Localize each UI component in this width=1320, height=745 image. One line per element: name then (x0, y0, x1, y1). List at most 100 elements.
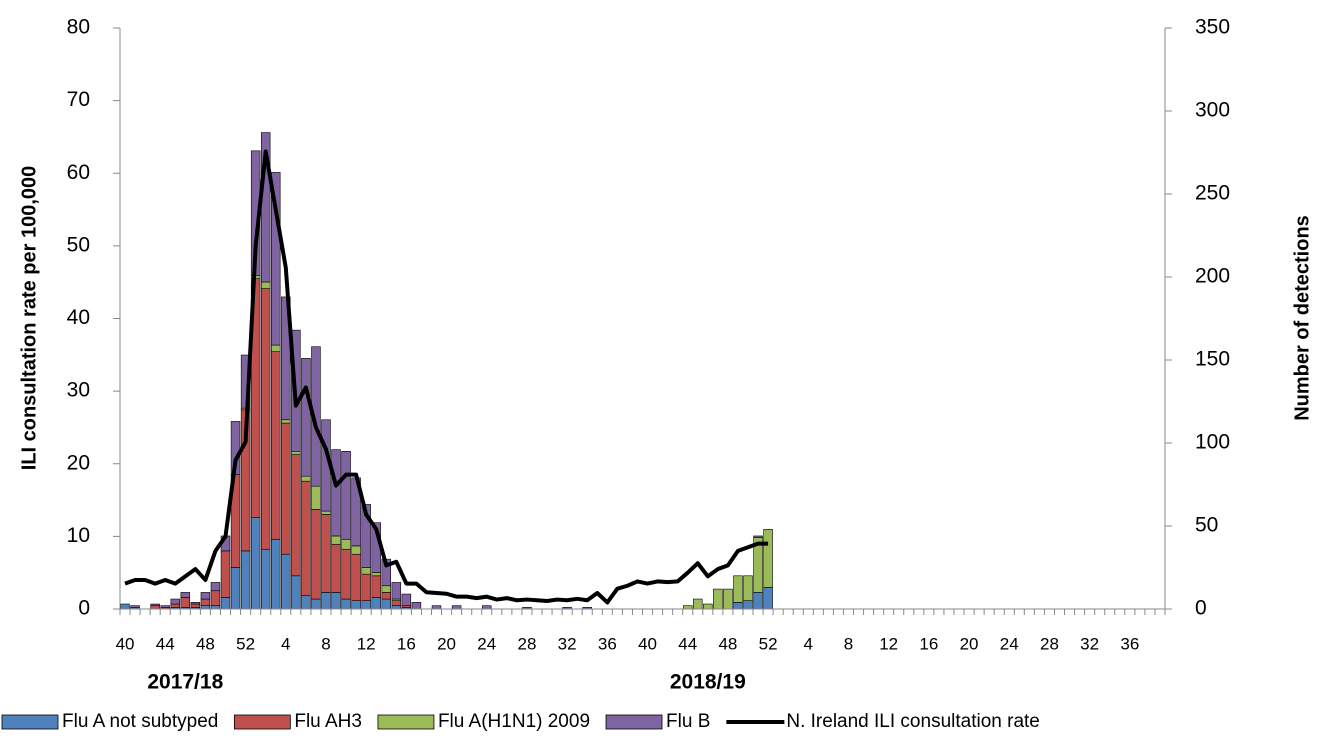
y-tick-label: 20 (67, 451, 90, 474)
y-tick-label: 40 (67, 306, 90, 329)
x-tick-label: 8 (321, 634, 330, 653)
legend-label: Flu A(H1N1) 2009 (438, 711, 590, 732)
bar (381, 585, 391, 593)
bar (331, 543, 341, 593)
y-tick-label: 80 (67, 16, 90, 39)
bar (291, 450, 301, 455)
bar (331, 449, 341, 537)
season-label: 2017/18 (147, 671, 223, 694)
y-tick-label: 30 (67, 379, 90, 402)
x-tick-label: 4 (281, 634, 290, 653)
legend-swatch (377, 714, 435, 730)
y-tick-label: 70 (67, 88, 90, 111)
bar (391, 600, 402, 606)
bar (281, 553, 291, 610)
bar (220, 550, 231, 598)
bar (361, 600, 371, 610)
bar (351, 545, 361, 555)
bar (260, 548, 271, 610)
x-tick-label: 48 (196, 634, 215, 653)
bar (391, 582, 402, 600)
y-tick-label: 50 (67, 233, 90, 256)
y2-tick-label: 350 (1195, 16, 1230, 39)
bar (311, 485, 321, 510)
bar (230, 567, 241, 610)
x-tick-label: 40 (116, 634, 135, 653)
x-tick-label: 8 (844, 634, 853, 653)
bar (411, 602, 422, 610)
bar (321, 510, 331, 515)
bar (321, 592, 331, 610)
bar (180, 592, 191, 598)
x-tick-label: 24 (1000, 634, 1019, 653)
bar (341, 598, 351, 610)
bar (210, 582, 221, 592)
x-tick-label: 36 (598, 634, 617, 653)
y-axis-title: ILI consultation rate per 100,000 (18, 166, 40, 471)
bar (371, 575, 381, 598)
y2-tick-label: 200 (1195, 265, 1230, 288)
bar (170, 603, 180, 608)
bar (281, 296, 291, 421)
bar (713, 588, 723, 610)
bar (371, 572, 381, 577)
bar (260, 281, 271, 289)
bar (130, 605, 140, 608)
bar (351, 553, 361, 601)
x-tick-label: 32 (1080, 634, 1099, 653)
x-tick-label: 20 (437, 634, 456, 653)
bar (361, 567, 371, 575)
bar (301, 595, 311, 610)
x-tick-label: 44 (156, 634, 175, 653)
bar (753, 535, 763, 538)
y2-tick-label: 0 (1195, 597, 1207, 620)
bar (200, 592, 211, 600)
bar (341, 538, 351, 550)
season-label: 2018/19 (670, 671, 746, 694)
x-tick-label: 24 (477, 634, 496, 653)
y-tick-label: 10 (67, 524, 90, 547)
bar (341, 450, 351, 540)
x-tick-label: 20 (960, 634, 979, 653)
bar (703, 603, 713, 610)
x-tick-label: 28 (517, 634, 536, 653)
bar (351, 600, 361, 610)
bar (693, 598, 703, 610)
y2-tick-label: 100 (1195, 431, 1230, 454)
bar (361, 504, 371, 568)
legend-label: Flu AH3 (294, 711, 362, 732)
bar (190, 603, 201, 608)
x-tick-label: 4 (804, 634, 813, 653)
y2-axis-title: Number of detections (1291, 215, 1313, 421)
bar (763, 587, 773, 610)
bar (371, 597, 381, 610)
x-tick-label: 16 (919, 634, 938, 653)
bar (271, 344, 281, 352)
legend-label: N. Ireland ILI consultation rate (786, 711, 1039, 732)
bar (311, 598, 321, 610)
bar (250, 517, 261, 610)
bar (743, 575, 753, 601)
y2-tick-label: 250 (1195, 182, 1230, 205)
y2-tick-label: 300 (1195, 99, 1230, 122)
x-tick-label: 28 (1040, 634, 1059, 653)
bar (301, 475, 311, 482)
bar (381, 598, 391, 610)
bar (763, 529, 773, 588)
bar (160, 605, 170, 608)
bar (271, 172, 281, 346)
bar (301, 480, 311, 597)
bar (170, 598, 180, 605)
bar (210, 590, 221, 606)
x-tick-label: 12 (879, 634, 898, 653)
x-tick-label: 32 (558, 634, 577, 653)
legend-label: Flu A not subtyped (62, 711, 218, 732)
bar (331, 592, 341, 610)
bar (301, 358, 311, 477)
bar (200, 598, 211, 606)
bar (220, 597, 231, 610)
bar (331, 535, 341, 545)
bar (341, 548, 351, 600)
legend-swatch (233, 714, 291, 730)
y-tick-label: 60 (67, 161, 90, 184)
